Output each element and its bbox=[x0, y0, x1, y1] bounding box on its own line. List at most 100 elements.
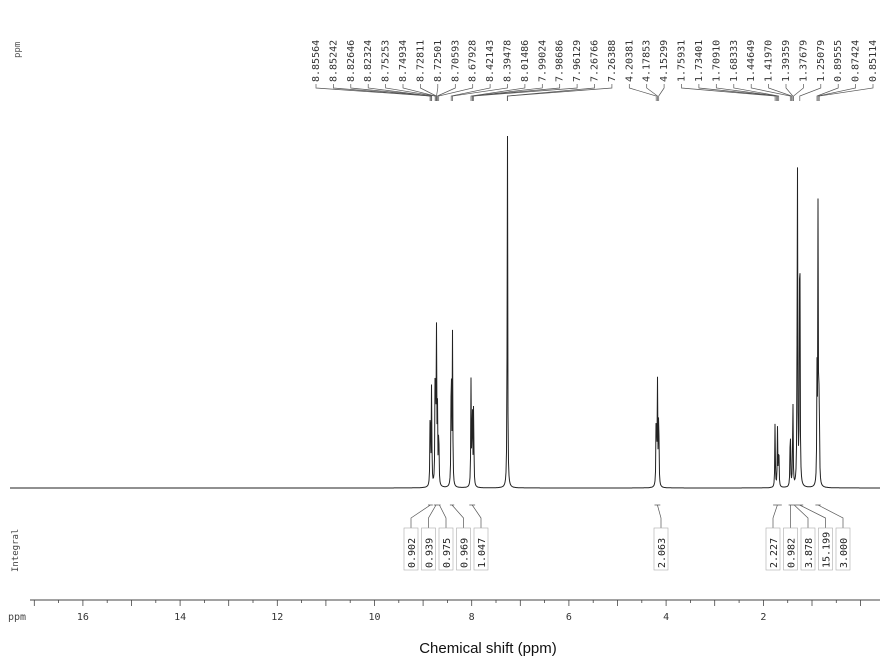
peak-label: 7.26766 bbox=[590, 40, 601, 82]
peak-label: 4.15299 bbox=[659, 40, 670, 82]
integral-value: 1.047 bbox=[477, 538, 488, 568]
x-axis-title: Chemical shift (ppm) bbox=[419, 640, 557, 657]
peak-label: 4.17853 bbox=[642, 40, 653, 82]
integral-value: 0.969 bbox=[460, 538, 471, 568]
integral-bracket bbox=[815, 504, 844, 528]
peak-leader-line bbox=[452, 84, 508, 101]
peak-label: 1.70910 bbox=[711, 40, 722, 82]
peak-leader-line bbox=[436, 84, 439, 101]
peak-label: 7.26388 bbox=[607, 40, 618, 82]
integral-box bbox=[438, 527, 454, 571]
peak-label: 8.67928 bbox=[468, 40, 479, 82]
peak-label: 8.75253 bbox=[381, 40, 392, 82]
peak-leader-line bbox=[698, 84, 777, 101]
peak-leader-line bbox=[367, 84, 433, 101]
peak-leader-line bbox=[658, 84, 665, 101]
integral-bracket bbox=[410, 504, 433, 528]
peak-label: 8.85242 bbox=[328, 40, 339, 82]
peak-leader-line bbox=[681, 84, 776, 101]
peak-leader-line bbox=[646, 84, 658, 101]
integral-value: 0.982 bbox=[787, 538, 798, 568]
peak-leader-line bbox=[793, 84, 804, 101]
integral-box bbox=[456, 527, 471, 571]
x-tick-label: 8 bbox=[469, 612, 475, 623]
peak-leader-line bbox=[628, 84, 657, 101]
x-tick-label: 6 bbox=[566, 612, 572, 623]
integral-bracket bbox=[792, 504, 809, 528]
peak-leader-line bbox=[333, 84, 431, 101]
x-tick-label: 2 bbox=[760, 612, 766, 623]
peak-leader-line bbox=[816, 84, 839, 101]
integral-bracket bbox=[654, 504, 662, 528]
integral-box bbox=[765, 527, 781, 571]
peak-label: 1.25079 bbox=[816, 40, 827, 82]
integral-box bbox=[835, 527, 851, 571]
integral-value: 2.227 bbox=[769, 538, 780, 568]
peak-label: 1.68333 bbox=[729, 40, 740, 82]
integral-bracket bbox=[428, 504, 439, 528]
peak-label: 8.70593 bbox=[450, 40, 461, 82]
peak-label: 8.85564 bbox=[311, 40, 322, 82]
peak-label: 1.44649 bbox=[746, 40, 757, 82]
peak-label: 8.42143 bbox=[485, 40, 496, 82]
peak-label: 8.74934 bbox=[398, 40, 409, 82]
peak-leader-line bbox=[438, 84, 474, 101]
integral-box bbox=[421, 527, 436, 571]
peak-leader-line bbox=[472, 84, 561, 101]
integral-bracket bbox=[795, 504, 826, 528]
integral-value: 3.878 bbox=[804, 538, 815, 568]
integral-box bbox=[653, 527, 669, 571]
peak-label: 1.41970 bbox=[764, 40, 775, 82]
integral-bracket bbox=[469, 504, 482, 528]
integral-bracket bbox=[788, 504, 793, 528]
integral-value: 15.199 bbox=[822, 532, 833, 568]
peak-label: 4.20381 bbox=[624, 40, 635, 82]
x-tick-label: 12 bbox=[271, 612, 283, 623]
peak-label: 0.85114 bbox=[868, 40, 879, 82]
peak-leader-line bbox=[818, 84, 874, 101]
peak-leader-line bbox=[715, 84, 778, 101]
x-tick-label: 4 bbox=[663, 612, 669, 623]
integral-box bbox=[403, 527, 419, 571]
integral-box bbox=[473, 527, 489, 571]
peak-leader-line bbox=[750, 84, 791, 101]
integral-value: 0.975 bbox=[442, 538, 453, 568]
peak-label: 0.89555 bbox=[833, 40, 844, 82]
peak-leader-line bbox=[799, 84, 822, 101]
peak-label: 7.99024 bbox=[537, 40, 548, 82]
integral-bracket bbox=[449, 504, 464, 528]
peak-label: 1.75931 bbox=[677, 40, 688, 82]
integral-label: Integral bbox=[11, 529, 21, 572]
x-axis-unit-label: ppm bbox=[8, 612, 26, 623]
integral-value: 0.939 bbox=[425, 538, 436, 568]
peak-leader-line bbox=[420, 84, 437, 101]
peak-label: 7.98686 bbox=[555, 40, 566, 82]
integral-box bbox=[800, 527, 816, 571]
peak-leader-line bbox=[768, 84, 792, 101]
integral-value: 3.000 bbox=[839, 538, 850, 568]
integral-value: 0.902 bbox=[407, 538, 418, 568]
peak-label: 8.72501 bbox=[433, 40, 444, 82]
peak-label: 8.01486 bbox=[520, 40, 531, 82]
integral-value: 2.063 bbox=[657, 538, 668, 568]
x-tick-label: 16 bbox=[77, 612, 89, 623]
peak-label: 8.39478 bbox=[503, 40, 514, 82]
peak-leader-line bbox=[450, 84, 491, 101]
x-tick-label: 14 bbox=[174, 612, 186, 623]
integral-bracket bbox=[772, 504, 782, 528]
peak-list-unit-label: ppm bbox=[13, 42, 23, 58]
peak-leader-line bbox=[507, 84, 613, 101]
spectrum-trace bbox=[10, 135, 880, 489]
integral-box bbox=[783, 527, 798, 571]
peak-label: 7.96129 bbox=[572, 40, 583, 82]
x-tick-label: 10 bbox=[368, 612, 380, 623]
peak-leader-line bbox=[437, 84, 456, 101]
peak-label: 1.73401 bbox=[694, 40, 705, 82]
peak-leader-line bbox=[733, 84, 780, 101]
peak-leader-line bbox=[470, 84, 526, 101]
peak-label: 0.87424 bbox=[851, 40, 862, 82]
peak-leader-line bbox=[402, 84, 436, 101]
peak-label: 1.37679 bbox=[798, 40, 809, 82]
